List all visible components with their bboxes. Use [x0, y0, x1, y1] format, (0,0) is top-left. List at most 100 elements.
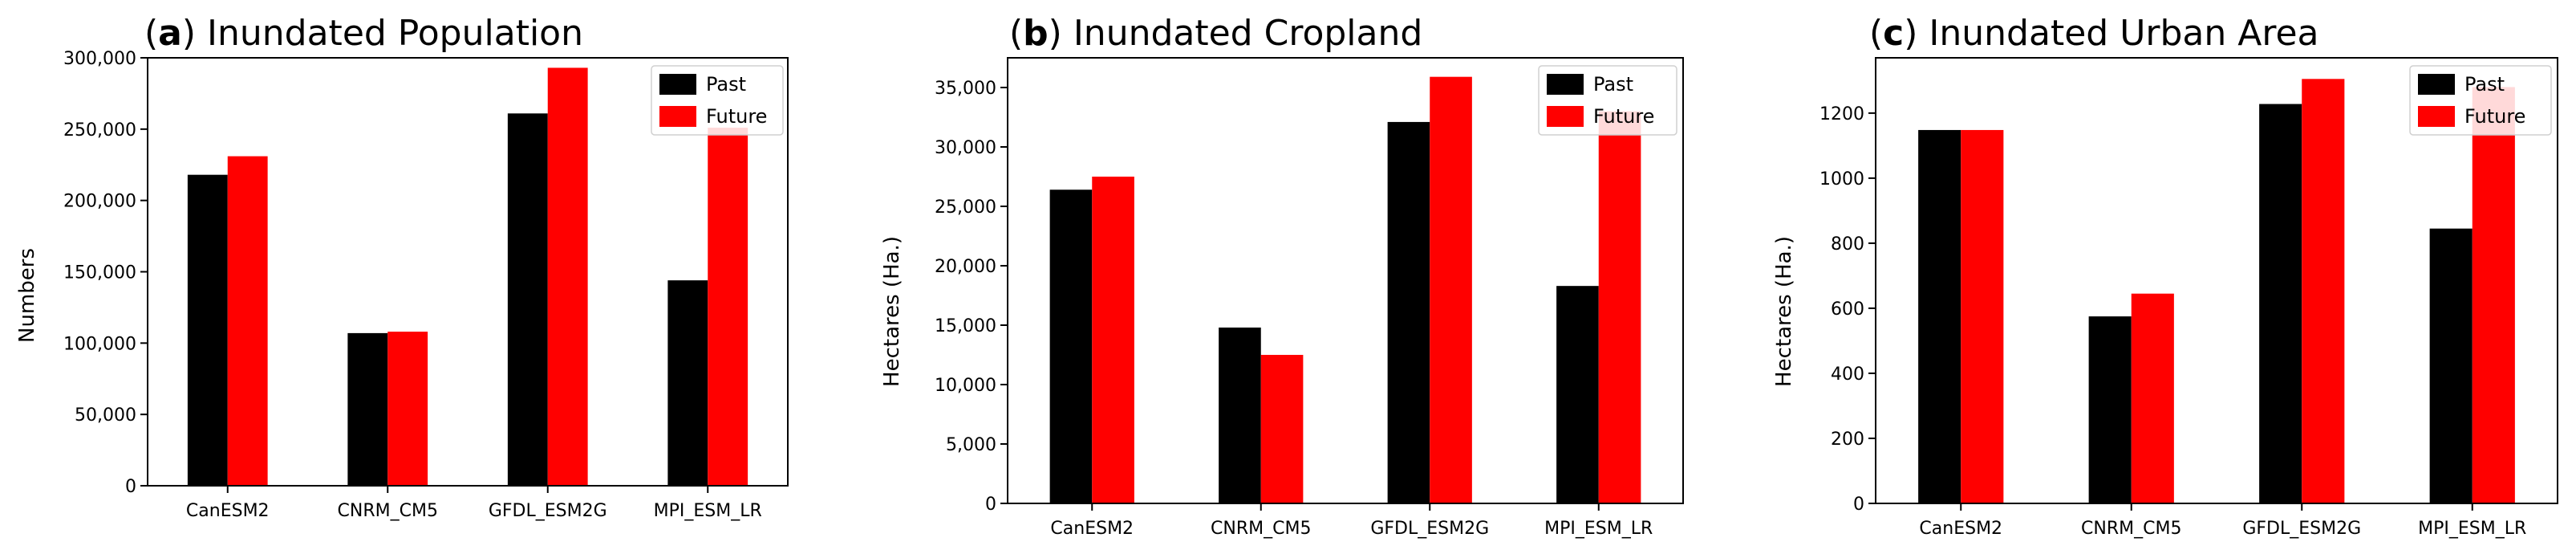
bar-past-b-2	[1387, 121, 1430, 504]
ytick-label-a-6: 300,000	[63, 49, 136, 69]
bar-past-b-0	[1049, 189, 1093, 503]
xtick-label-a-1: CNRM_CM5	[338, 501, 438, 521]
bar-past-a-3	[667, 280, 708, 486]
xaxis-b: CanESM2 CNRM_CM5 GFDL_ESM2G MPI_ESM_LR	[1050, 503, 1653, 539]
bar-past-c-3	[2429, 228, 2473, 503]
xtick-label-b-3: MPI_ESM_LR	[1544, 519, 1653, 539]
ylabel-b: Hectares (Ha.)	[880, 236, 904, 387]
bar-past-b-3	[1556, 286, 1599, 503]
ytick-label-b-3: 15,000	[935, 316, 996, 336]
xtick-label-c-0: CanESM2	[1919, 519, 2002, 539]
bar-future-c-0	[1961, 129, 2004, 503]
title-text-c: Inundated Urban Area	[1929, 13, 2318, 54]
bar-future-b-1	[1260, 355, 1304, 503]
title-letter-c: c	[1883, 13, 1904, 54]
bars-c	[1918, 79, 2515, 504]
title-letter-b: b	[1023, 13, 1049, 54]
yaxis-a: 0 50,000 100,000 150,000 200,000 250,000 300,0…	[63, 49, 148, 497]
bar-past-c-2	[2259, 104, 2302, 503]
panel-b: (b) Inundated Cropland Hectares (Ha.) 0 5…	[880, 13, 1684, 539]
plot-frame-b	[1007, 57, 1684, 504]
xtick-label-b-0: CanESM2	[1050, 519, 1134, 539]
xtick-label-b-1: CNRM_CM5	[1211, 519, 1311, 539]
ytick-label-a-4: 200,000	[63, 192, 136, 212]
panel-a: (a) Inundated Population Numbers 0 50,000…	[15, 13, 789, 521]
bar-future-c-3	[2472, 87, 2515, 504]
ytick-label-c-6: 1200	[1819, 104, 1864, 124]
title-a: (a) Inundated Population	[144, 13, 583, 54]
bar-future-b-3	[1598, 111, 1641, 503]
legend-label-past-b: Past	[1593, 73, 1633, 96]
yaxis-c: 0 200 400 600 800 1000 1200	[1819, 104, 1876, 515]
panel-c: (c) Inundated Urban Area Hectares (Ha.) …	[1772, 13, 2558, 539]
bar-past-a-1	[347, 332, 388, 486]
bar-future-a-0	[227, 156, 268, 486]
legend-swatch-future-c	[2418, 106, 2455, 127]
title-b: (b) Inundated Cropland	[1009, 13, 1422, 54]
plot-frame-a	[147, 57, 789, 487]
legend-swatch-past-b	[1547, 74, 1584, 95]
legend-label-future-c: Future	[2464, 105, 2525, 128]
legend-swatch-future-a	[659, 106, 696, 127]
xaxis-c: CanESM2 CNRM_CM5 GFDL_ESM2G MPI_ESM_LR	[1919, 503, 2526, 539]
ytick-label-b-6: 30,000	[935, 138, 996, 158]
ytick-label-c-2: 400	[1831, 365, 1864, 385]
legend-b: Past Future	[1538, 65, 1677, 136]
xtick-label-c-2: GFDL_ESM2G	[2242, 519, 2361, 539]
legend-label-past-a: Past	[706, 73, 746, 96]
ytick-label-a-3: 150,000	[63, 263, 136, 283]
bars-a	[187, 67, 748, 487]
legend-a: Past Future	[651, 65, 784, 136]
bar-past-a-2	[507, 113, 548, 487]
legend-label-future-b: Future	[1593, 105, 1654, 128]
bar-future-c-2	[2302, 79, 2345, 504]
plot-frame-c	[1875, 57, 2558, 504]
title-text-a: Inundated Population	[207, 13, 583, 54]
ytick-label-a-0: 0	[125, 477, 136, 497]
ytick-label-a-1: 50,000	[75, 405, 136, 426]
xtick-label-a-3: MPI_ESM_LR	[654, 501, 762, 521]
bars-b	[1049, 76, 1641, 504]
ylabel-a: Numbers	[15, 248, 39, 343]
xaxis-a: CanESM2 CNRM_CM5 GFDL_ESM2G MPI_ESM_LR	[186, 486, 762, 521]
ytick-label-b-0: 0	[985, 495, 996, 515]
ytick-label-b-7: 35,000	[935, 79, 996, 99]
bar-future-b-0	[1092, 177, 1134, 503]
ytick-label-b-4: 20,000	[935, 257, 996, 277]
bar-future-a-1	[387, 332, 428, 486]
bar-future-c-1	[2131, 293, 2174, 503]
ytick-label-a-5: 250,000	[63, 120, 136, 141]
bar-future-a-2	[547, 67, 588, 487]
legend-c: Past Future	[2409, 65, 2552, 136]
legend-label-future-a: Future	[706, 105, 767, 128]
ytick-label-b-2: 10,000	[935, 376, 996, 396]
ytick-label-c-4: 800	[1831, 234, 1864, 255]
bar-future-a-3	[708, 128, 748, 486]
ytick-label-c-3: 600	[1831, 299, 1864, 320]
xtick-label-c-1: CNRM_CM5	[2081, 519, 2181, 539]
title-text-b: Inundated Cropland	[1073, 13, 1422, 54]
legend-swatch-past-a	[659, 74, 696, 95]
ytick-label-c-0: 0	[1853, 495, 1864, 515]
bar-past-a-0	[187, 174, 228, 487]
ytick-label-c-5: 1000	[1819, 169, 1864, 189]
legend-swatch-future-b	[1547, 106, 1584, 127]
title-c: (c) Inundated Urban Area	[1869, 13, 2319, 54]
ytick-label-a-2: 100,000	[63, 334, 136, 354]
bar-past-c-0	[1918, 129, 1961, 503]
title-letter-a: a	[158, 13, 182, 54]
xtick-label-a-2: GFDL_ESM2G	[489, 501, 607, 521]
legend-swatch-past-c	[2418, 74, 2455, 95]
bar-past-b-1	[1219, 327, 1261, 503]
ylabel-c: Hectares (Ha.)	[1772, 236, 1796, 387]
xtick-label-b-2: GFDL_ESM2G	[1370, 519, 1489, 539]
bar-past-c-1	[2088, 316, 2132, 503]
xtick-label-c-3: MPI_ESM_LR	[2418, 519, 2526, 539]
legend-label-past-c: Past	[2464, 73, 2505, 96]
yaxis-b: 0 5,000 10,000 15,000 20,000 25,000 30,000 35,0…	[935, 79, 1008, 515]
ytick-label-b-1: 5,000	[946, 435, 996, 455]
xtick-label-a-0: CanESM2	[186, 501, 270, 521]
ytick-label-c-1: 200	[1831, 430, 1864, 450]
ytick-label-b-5: 25,000	[935, 198, 996, 218]
